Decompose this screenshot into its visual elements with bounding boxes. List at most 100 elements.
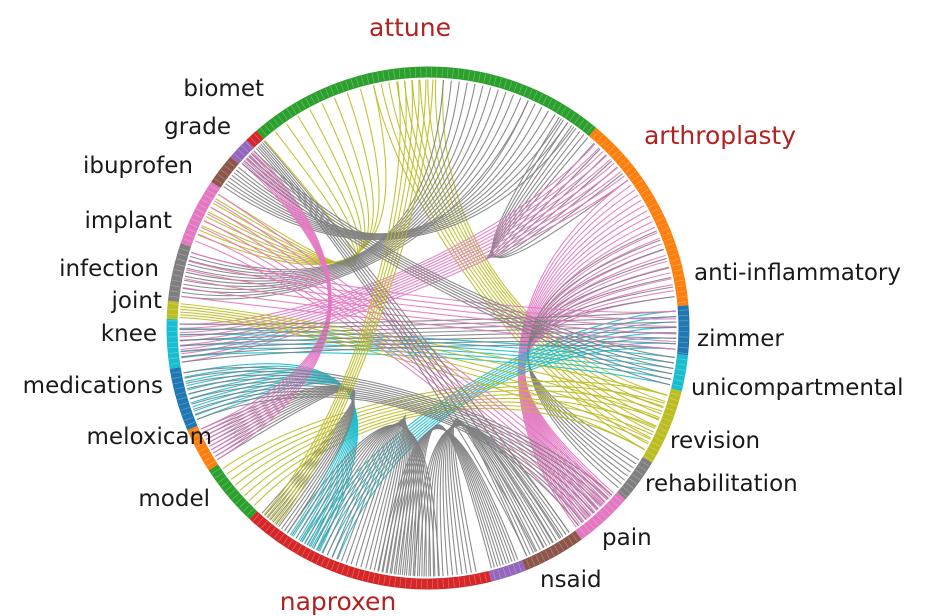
ring-tick (252, 514, 260, 522)
ring-segment-joint (166, 300, 179, 320)
ring-tick (291, 105, 297, 114)
ring-tick (607, 503, 615, 511)
ring-tick (351, 568, 355, 578)
ring-tick (296, 545, 302, 554)
chord-line (317, 422, 415, 576)
ring-tick (649, 446, 658, 452)
ring-tick (592, 131, 600, 139)
ring-tick (611, 150, 619, 157)
ribbon-infection-anti-inflammatory (181, 251, 677, 350)
ring-segment-anti-inflammatory (677, 305, 690, 356)
label-nsaid: nsaid (540, 567, 602, 593)
chord-line (188, 260, 677, 320)
ring-tick (242, 505, 250, 512)
ring-tick (173, 381, 183, 385)
ring-tick (530, 557, 536, 566)
ring-tick (468, 576, 471, 586)
ring-tick (608, 146, 615, 153)
ring-tick (457, 69, 460, 79)
ring-tick (668, 253, 678, 257)
ring-tick (404, 578, 407, 588)
label-revision: revision (670, 428, 760, 454)
ring-tick (228, 489, 236, 496)
ring-tick (540, 552, 545, 562)
ring-tick (669, 397, 679, 401)
ring-tick (206, 461, 215, 467)
ring-tick (644, 455, 653, 461)
chord-line (250, 152, 675, 364)
ring-tick (345, 80, 349, 90)
ring-segment-pain (521, 530, 582, 571)
ring-tick (170, 290, 180, 293)
ring-tick (193, 213, 203, 219)
ring-tick (551, 101, 557, 110)
chord-line (179, 317, 645, 451)
ring-tick (447, 578, 450, 588)
ring-tick (377, 574, 381, 584)
chord-line (197, 233, 585, 523)
ring-tick (265, 524, 272, 532)
ring-tick (182, 412, 192, 416)
chord-line (268, 79, 413, 520)
ring-tick (655, 217, 665, 222)
chord-line (244, 401, 653, 496)
ring-tick (168, 346, 178, 349)
ring-tick (641, 461, 650, 467)
ring-tick (675, 279, 685, 283)
ring-tick (488, 75, 492, 85)
ring-tick (648, 203, 657, 208)
chord-line (181, 340, 677, 358)
ring-tick (282, 111, 288, 120)
ring-tick (409, 68, 411, 78)
ring-tick (191, 433, 200, 438)
ring-tick (404, 68, 406, 78)
ring-tick (250, 137, 257, 145)
ring-tick (180, 407, 190, 411)
ring-tick (264, 124, 271, 133)
ring-tick (231, 493, 239, 500)
ring-tick (356, 569, 360, 579)
ring-segment-meloxicam (187, 425, 218, 471)
ring-tick (676, 363, 686, 366)
label-grade: grade (164, 114, 231, 140)
chord-line (212, 388, 355, 519)
ring-tick (572, 533, 578, 542)
ring-tick (446, 68, 449, 78)
ring-tick (295, 103, 301, 112)
chord-line (227, 118, 562, 238)
segment-labels: attune arthroplasty anti-inflammatory zimme… (23, 13, 904, 616)
chord-line (200, 162, 330, 430)
ring-tick (592, 518, 599, 526)
chord-line (186, 378, 602, 507)
ring-tick (665, 242, 675, 247)
ring-tick (371, 73, 375, 83)
chord-line (263, 140, 570, 533)
ring-tick (198, 447, 207, 453)
ring-tick (660, 422, 670, 427)
label-knee: knee (101, 321, 157, 347)
ribbon-naproxen-naproxen (286, 415, 440, 577)
chord-line (380, 83, 649, 445)
ring-tick (678, 301, 688, 303)
ring-tick (196, 442, 205, 448)
ring-tick (462, 69, 465, 79)
ring-tick (172, 376, 182, 379)
ring-tick (467, 70, 470, 80)
ring-tick (656, 432, 665, 437)
chord-line (322, 421, 413, 576)
chord-ring (166, 66, 690, 590)
ring-tick (634, 179, 643, 186)
ring-tick (377, 72, 380, 82)
ring-tick (393, 69, 396, 79)
chord-line (185, 374, 606, 503)
ring-tick (387, 70, 390, 80)
chord-line (181, 97, 522, 297)
ring-tick (175, 263, 185, 267)
chord-line (181, 344, 676, 363)
chord-line (179, 154, 608, 338)
chord-line (188, 381, 599, 510)
chord-line (184, 370, 609, 500)
ring-tick (235, 497, 243, 504)
ring-tick (637, 184, 646, 190)
ring-tick (311, 552, 316, 562)
